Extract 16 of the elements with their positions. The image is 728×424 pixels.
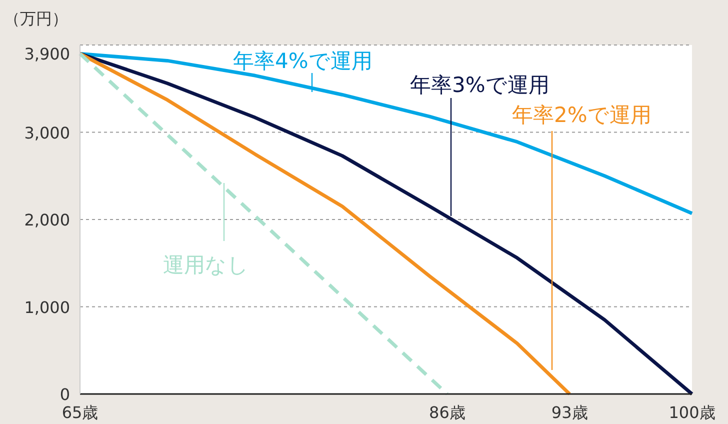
y-tick-label: 3,900 <box>24 44 70 64</box>
line-series <box>78 52 694 216</box>
y-tick-label: 3,000 <box>24 123 70 142</box>
y-axis-title: （万円） <box>4 9 68 28</box>
y-tick-label: 0 <box>60 385 70 404</box>
y-tick-label: 1,000 <box>24 298 70 317</box>
x-tick-label: 65歳 <box>62 403 98 422</box>
x-tick-label: 100歳 <box>668 403 716 422</box>
text: 年率2%で運用 <box>512 103 652 127</box>
x-tick-label: 93歳 <box>551 403 588 422</box>
x-tick-label: 86歳 <box>429 403 466 422</box>
series-label: 年率4%で運用 <box>233 49 372 73</box>
y-tick-label: 2,000 <box>24 210 70 230</box>
series-label: 運用なし <box>163 253 249 277</box>
line-series <box>78 52 694 396</box>
text: 年率3%で運用 <box>410 73 550 97</box>
